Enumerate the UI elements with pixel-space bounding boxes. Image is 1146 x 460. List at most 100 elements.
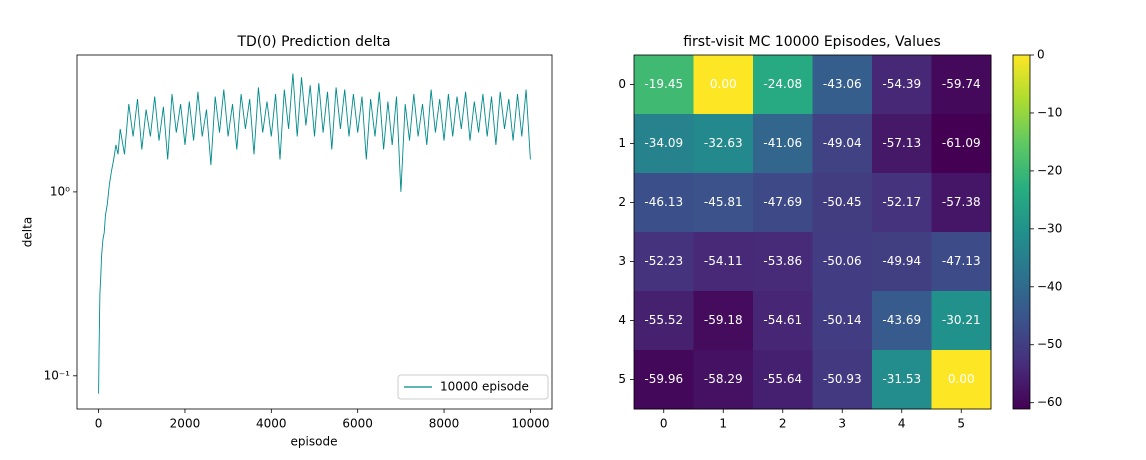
colorbar-tick-label: −40 (1037, 279, 1062, 293)
heat-cell (931, 114, 992, 174)
heat-cell (812, 114, 873, 174)
heatmap-title: first-visit MC 10000 Episodes, Values (683, 34, 941, 50)
heat-cell (931, 291, 992, 351)
heat-cell (753, 173, 813, 233)
x-tick-label: 10000 (511, 417, 549, 431)
cell-label: -61.09 (942, 136, 981, 150)
cell-label: -49.04 (823, 136, 862, 150)
heat-cell (693, 114, 754, 174)
heat-cell (872, 114, 932, 174)
cell-label: -58.29 (704, 372, 743, 386)
heat-cell (693, 55, 754, 115)
cell-label: -57.38 (942, 195, 981, 209)
heat-cell (753, 114, 813, 174)
heat-cell (812, 55, 873, 115)
cell-label: -30.21 (942, 313, 981, 327)
heat-cell (693, 350, 754, 410)
heat-cell (634, 114, 694, 174)
x-tick-label: 0 (95, 417, 103, 431)
y-tick-label: 10⁰ (50, 184, 70, 198)
x-tick-label: 1 (719, 417, 727, 431)
heat-cell (693, 232, 754, 292)
heat-cell (753, 291, 813, 351)
cell-label: -43.69 (882, 313, 921, 327)
heat-cell (931, 350, 992, 410)
colorbar-tick-label: −50 (1037, 337, 1062, 351)
heat-cell (931, 232, 992, 292)
colorbar (1012, 54, 1031, 410)
cell-label: -59.96 (644, 372, 683, 386)
heat-cell (931, 173, 992, 233)
cell-label: -45.81 (704, 195, 743, 209)
cell-label: -55.64 (763, 372, 802, 386)
cell-label: -34.09 (644, 136, 683, 150)
cell-label: -50.45 (823, 195, 862, 209)
heat-cell (634, 173, 694, 233)
cell-label: -50.06 (823, 254, 862, 268)
heat-cell (753, 232, 813, 292)
heat-cell (693, 291, 754, 351)
heat-cell (812, 173, 873, 233)
x-tick-label: 4000 (256, 417, 287, 431)
cell-label: -57.13 (882, 136, 921, 150)
legend-label: 10000 episode (440, 380, 529, 394)
heat-cell (872, 291, 932, 351)
cell-label: -19.45 (644, 77, 683, 91)
cell-label: -59.74 (942, 77, 981, 91)
plot-frame (76, 54, 553, 410)
cell-label: -54.39 (882, 77, 921, 91)
colorbar-tick-label: −10 (1037, 105, 1062, 119)
heat-cell (872, 55, 932, 115)
y-tick-label: 2 (618, 195, 626, 209)
heat-cell (634, 232, 694, 292)
heat-cell (812, 350, 873, 410)
chart-title: TD(0) Prediction delta (236, 34, 390, 50)
cell-label: -54.11 (704, 254, 743, 268)
colorbar-tick-label: −30 (1037, 221, 1062, 235)
heat-cell (812, 291, 873, 351)
cell-label: -50.14 (823, 313, 862, 327)
legend-box (397, 374, 549, 400)
heat-cell (753, 350, 813, 410)
y-tick-label: 10⁻¹ (44, 368, 71, 382)
heat-cell (872, 350, 932, 410)
heat-cell (812, 232, 873, 292)
cell-label: -32.63 (704, 136, 743, 150)
data-line (98, 73, 531, 394)
cell-label: -59.18 (704, 313, 743, 327)
cell-label: -43.06 (823, 77, 862, 91)
heat-cell (634, 350, 694, 410)
y-tick-label: 5 (618, 372, 626, 386)
y-tick-label: 1 (618, 136, 626, 150)
cell-label: -24.08 (763, 77, 802, 91)
cell-label: -50.93 (823, 372, 862, 386)
heat-cell (753, 55, 813, 115)
x-tick-label: 0 (660, 417, 668, 431)
cell-label: -49.94 (882, 254, 921, 268)
y-tick-label: 4 (618, 313, 626, 327)
cell-label: -53.86 (763, 254, 802, 268)
cell-label: -46.13 (644, 195, 683, 209)
y-axis-label: delta (21, 217, 35, 247)
heat-cell (872, 173, 932, 233)
heat-cell (931, 55, 992, 115)
cell-label: 0.00 (948, 372, 975, 386)
heat-cell (634, 55, 694, 115)
cell-label: -55.52 (644, 313, 683, 327)
colorbar-tick-label: −60 (1037, 395, 1062, 409)
cell-label: -47.69 (763, 195, 802, 209)
x-tick-label: 2 (779, 417, 787, 431)
x-tick-label: 5 (957, 417, 965, 431)
x-tick-label: 6000 (342, 417, 373, 431)
cell-label: -52.23 (644, 254, 683, 268)
cell-label: -52.17 (882, 195, 921, 209)
cell-label: -41.06 (763, 136, 802, 150)
y-tick-label: 3 (618, 254, 626, 268)
heat-cell (634, 291, 694, 351)
x-tick-label: 2000 (170, 417, 201, 431)
x-axis-label: episode (291, 435, 338, 449)
cell-label: -54.61 (763, 313, 802, 327)
y-tick-label: 0 (618, 77, 626, 91)
colorbar-tick-label: 0 (1037, 48, 1045, 62)
